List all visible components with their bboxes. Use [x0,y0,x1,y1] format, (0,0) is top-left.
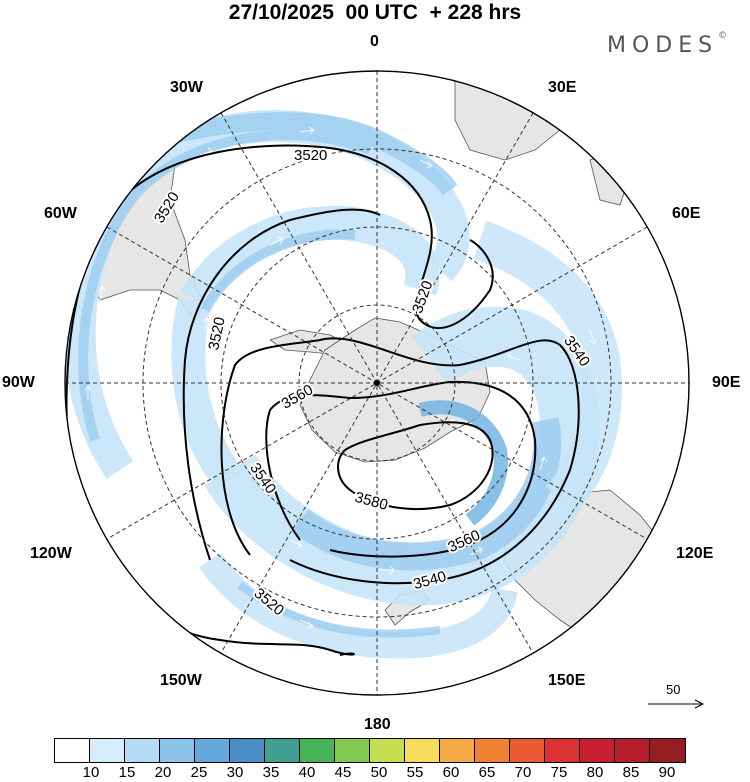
colorbar-cell [545,739,580,762]
colorbar-cell [475,739,510,762]
colorbar-cell [405,739,440,762]
colorbar-tick-label: 40 [298,764,316,781]
wind-vector [299,619,314,629]
colorbar-cell [510,739,545,762]
colorbar-cell [300,739,335,762]
colorbar-tick-label: 45 [334,764,352,781]
colorbar-cell [90,739,125,762]
brand-mark: © [718,31,728,41]
contour-3540 [220,337,580,585]
jet-outer-ring-core [78,130,372,442]
colorbar-cell [580,739,615,762]
colorbar-cell [230,739,265,762]
colorbar-tick-label: 15 [118,764,136,781]
jet-inner-ring-core [200,229,356,313]
colorbar-cell [55,739,90,762]
colorbar-cell [125,739,160,762]
wind-shading-layer [65,110,622,659]
wind-vector [202,317,210,331]
wind-vector-layer [84,126,598,629]
jet-main-spiral-max [418,400,508,526]
colorbar-tick-label: 55 [406,764,424,781]
colorbar-cell [370,739,405,762]
colorbar-tick-label: 90 [658,764,676,781]
wind-vector [380,565,395,575]
contour-3520-inner [182,208,381,561]
latitude-circle [220,226,534,540]
wind-reference-arrow [648,699,705,709]
jet-pacific-arc-core [237,581,441,638]
wind-vector [507,351,521,361]
colorbar [54,738,686,763]
jet-main-spiral-core [291,417,562,571]
colorbar-ticks: 10 15 20 25 30 35 40 45 50 55 60 65 70 75 80 85 90 [0,764,750,782]
jet-south-atlantic [147,112,458,196]
wind-reference-label: 50 [666,682,681,697]
south-pole-marker [374,380,380,386]
brand-text: MODES [607,33,719,58]
colorbar-tick-label: 70 [514,764,532,781]
colorbar-tick-label: 80 [586,764,604,781]
colorbar-tick-label: 10 [82,764,100,781]
contour-label: 3520 [294,147,327,164]
madagascar-land [589,149,631,206]
wind-vector [199,147,213,156]
colorbar-tick-label: 65 [478,764,496,781]
contour-3560 [265,380,537,558]
wind-vector [469,546,483,556]
colorbar-cell [650,739,685,762]
colorbar-tick-label: 75 [550,764,568,781]
jet-main-spiral [204,306,600,606]
colorbar-tick-label: 30 [226,764,244,781]
wind-vector [299,126,315,135]
colorbar-tick-label: 35 [262,764,280,781]
colorbar-cell [615,739,650,762]
colorbar-tick-label: 25 [190,764,208,781]
wind-vector [289,539,303,549]
lon-label-90w: 90W [2,374,35,391]
colorbar-cell [195,739,230,762]
lon-label-30e: 30E [548,79,577,96]
lon-label-60w: 60W [44,205,77,222]
colorbar-cell [160,739,195,762]
colorbar-tick-label: 85 [622,764,640,781]
colorbar-cell [265,739,300,762]
colorbar-tick-label: 50 [370,764,388,781]
contour-3580 [337,421,494,511]
colorbar-cell [335,739,370,762]
wind-vector [269,236,284,246]
lon-label-150w: 150W [160,672,202,689]
map-boundary [64,70,690,696]
colorbar-tick-label: 60 [442,764,460,781]
brand-logo: MODES© [607,31,728,58]
colorbar-tick-label: 20 [154,764,172,781]
contour-label: 3580 [353,489,390,514]
wind-vector [84,385,92,400]
chart-title: 27/10/2025 00 UTC + 228 hrs [228,1,522,24]
wind-vector [98,285,106,301]
colorbar-cell [440,739,475,762]
lon-label-0: 0 [370,33,379,50]
lon-label-120e: 120E [676,545,714,562]
jet-east-indian [473,221,622,515]
wind-vector [589,329,598,345]
lon-label-60e: 60E [672,205,701,222]
lon-label-180: 180 [364,716,391,733]
jet-pacific-arc [199,552,518,659]
lon-label-90e: 90E [712,374,741,391]
lon-label-30w: 30W [170,79,203,96]
lon-label-150e: 150E [548,672,586,689]
wind-vector [539,456,548,471]
lon-label-120w: 120W [30,545,72,562]
wind-vector [419,159,433,169]
